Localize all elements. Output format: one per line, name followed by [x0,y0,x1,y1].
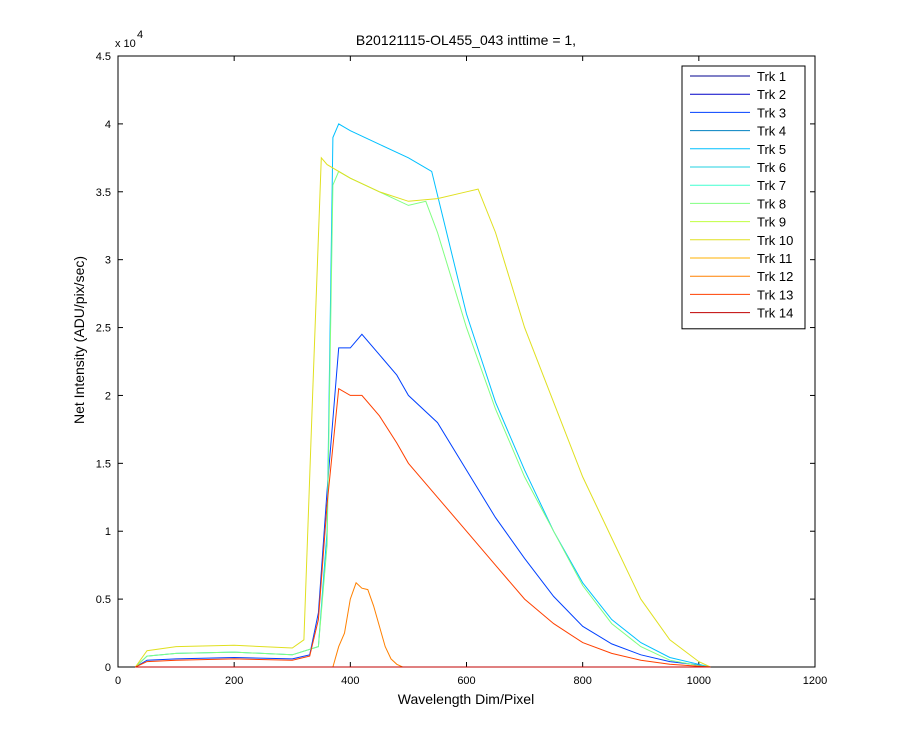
x-tick-label: 800 [573,675,591,687]
x-axis-label: Wavelength Dim/Pixel [398,691,534,707]
series-line-trk-12 [135,581,711,668]
legend-label: Trk 5 [757,142,786,157]
x-tick-label: 200 [225,675,243,687]
legend-label: Trk 2 [757,87,786,102]
x-tick-label: 0 [115,675,121,687]
legend-label: Trk 8 [757,196,786,211]
axis-ticks: 0 200 400 600 800 1000 1200 0 0.5 1 1.5 2 2.5 3 3.5 4 4.… [96,51,828,687]
legend-label: Trk 14 [757,306,793,321]
legend-label: Trk 12 [757,269,793,284]
legend-label: Trk 9 [757,215,786,230]
legend-label: Trk 3 [757,105,786,120]
chart-title: B20121115-OL455_043 inttime = 1, [356,32,576,48]
y-tick-label: 3 [105,255,111,267]
x-tick-label: 400 [341,675,359,687]
series-line-trk-10 [134,156,711,668]
y-tick-label: 3.5 [96,187,111,199]
x-tick-label: 1000 [687,675,711,687]
x-tick-label: 600 [457,675,475,687]
legend-label: Trk 6 [757,160,786,175]
legend-box [681,65,806,330]
y-tick-label: 2.5 [96,323,111,335]
legend-label: Trk 7 [757,178,786,193]
y-tick-label: 2 [105,390,111,402]
data-lines [134,123,711,668]
x-tick-label: 1200 [803,675,827,687]
series-line-trk-8 [135,170,711,668]
y-tick-label: 4 [105,119,111,131]
y-tick-label: 1.5 [96,458,111,470]
y-exponent-power: 4 [137,29,143,41]
legend-label: Trk 1 [757,69,786,84]
y-tick-label: 0.5 [96,594,111,606]
legend: Trk 1 Trk 2 Trk 3 Trk 4 Trk 5 Trk 6 Trk 7 Trk 8… [681,65,806,330]
legend-label: Trk 13 [757,287,793,302]
y-tick-label: 1 [105,526,111,538]
legend-label: Trk 10 [757,233,793,248]
y-axis-label: Net Intensity (ADU/pix/sec) [71,256,87,424]
legend-label: Trk 11 [757,251,792,266]
series-line-trk-3 [135,333,711,668]
y-tick-label: 4.5 [96,51,111,63]
legend-label: Trk 4 [757,124,786,139]
y-tick-label: 0 [105,662,111,674]
series-line-trk-13 [135,387,711,668]
y-exponent-label: x 10 [115,38,136,50]
